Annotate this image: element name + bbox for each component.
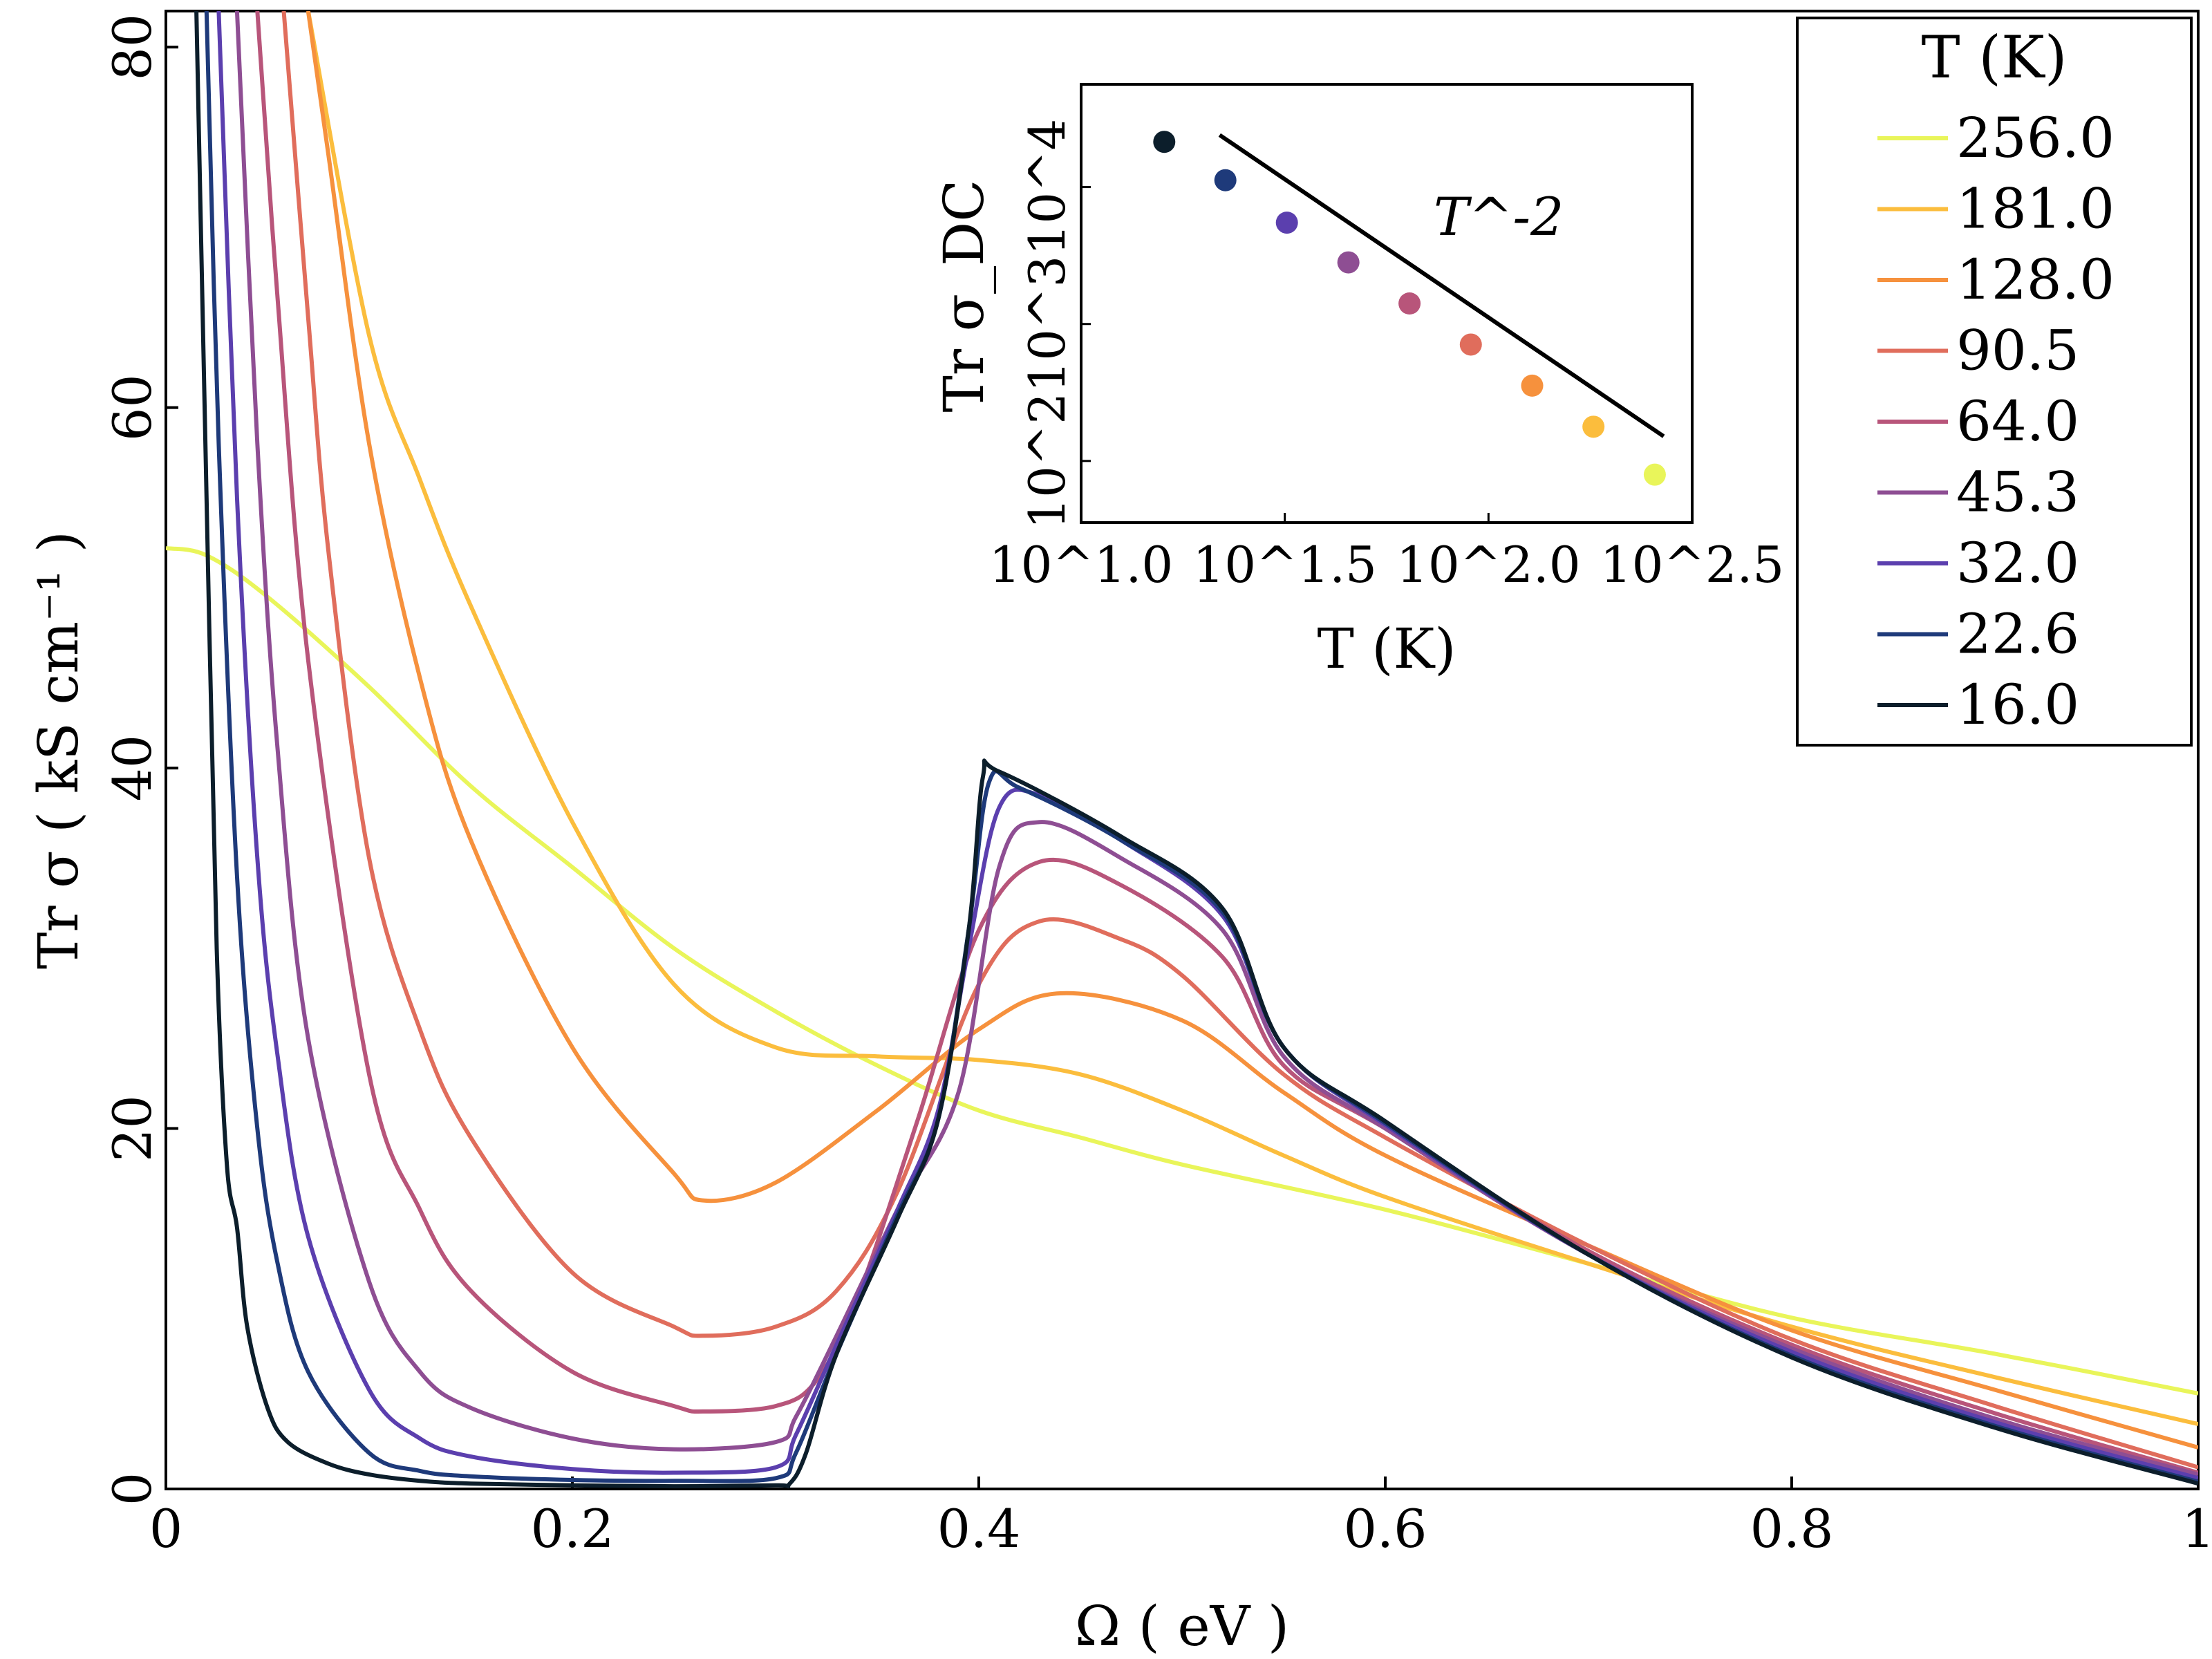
series-line-16.0 — [194, 11, 2198, 1489]
inset-y-ticks: 10^210^310^4 — [1018, 119, 1091, 529]
legend-label: 64.0 — [1956, 389, 2079, 453]
main-x-tick-label: 0.8 — [1750, 1498, 1834, 1559]
inset-point-22.6 — [1214, 169, 1237, 191]
main-plot-frame — [165, 10, 2200, 1490]
legend-label: 256.0 — [1956, 106, 2115, 170]
inset-point-64 — [1398, 292, 1421, 315]
main-y-tick-label: 20 — [102, 1095, 163, 1162]
legend-label: 32.0 — [1956, 531, 2079, 595]
inset-point-128 — [1521, 374, 1544, 397]
legend-label: 45.3 — [1956, 460, 2079, 525]
inset-marks — [1153, 131, 1666, 486]
legend-label: 181.0 — [1956, 177, 2115, 241]
inset-x-ticks: 10^1.0 10^1.5 10^2.0 10^2.5 — [989, 513, 1784, 594]
inset-reference-line — [1218, 133, 1665, 438]
inset-point-16 — [1153, 131, 1176, 153]
legend-label: 22.6 — [1956, 602, 2079, 666]
inset-y-tick-label: 10^4 — [1018, 119, 1076, 256]
series-line-90.5 — [281, 11, 2198, 1470]
legend-label: 128.0 — [1956, 247, 2115, 312]
legend-label: 90.5 — [1956, 319, 2079, 383]
inset-point-256 — [1643, 463, 1666, 486]
main-y-tick-label: 80 — [102, 14, 163, 81]
series-line-128.0 — [306, 11, 2198, 1450]
main-series-group — [166, 11, 2198, 1489]
inset-point-45.3 — [1337, 251, 1360, 274]
inset-x-tick-label: 10^2.5 — [1600, 536, 1784, 594]
inset-point-90.5 — [1459, 333, 1482, 356]
main-x-tick-label: 1 — [2182, 1498, 2212, 1559]
inset-x-tick-label: 10^2.0 — [1396, 536, 1580, 594]
inset-x-tick-label: 10^1.5 — [1192, 536, 1376, 594]
inset-point-32 — [1275, 212, 1298, 234]
main-y-ticks: 0 20 40 60 80 — [102, 14, 178, 1506]
inset-reference-label: T^-2 — [1434, 186, 1564, 247]
main-x-tick-label: 0.4 — [937, 1498, 1021, 1559]
main-x-tick-label: 0.6 — [1344, 1498, 1427, 1559]
series-line-256.0 — [166, 546, 2198, 1396]
main-x-ticks: 0 0.2 0.4 0.6 0.8 1 — [149, 1477, 2212, 1559]
main-x-tick-label: 0.2 — [531, 1498, 615, 1559]
inset-y-tick-label: 10^3 — [1018, 256, 1076, 393]
main-x-axis-label: Ω ( eV ) — [1075, 1594, 1289, 1658]
inset-point-181 — [1582, 415, 1605, 438]
inset-plot-frame — [1080, 83, 1694, 524]
main-y-tick-label: 0 — [102, 1472, 163, 1506]
inset-y-tick-label: 10^2 — [1018, 393, 1076, 529]
inset-x-axis-label: T (K) — [1318, 617, 1456, 681]
main-y-tick-label: 60 — [102, 374, 163, 441]
legend-label: 16.0 — [1956, 673, 2079, 737]
legend-box — [1796, 17, 2193, 747]
inset-x-tick-label: 10^1.0 — [989, 536, 1173, 594]
main-y-tick-label: 40 — [102, 735, 163, 802]
inset-y-axis-label: Tr σ_DC — [932, 180, 996, 413]
main-x-tick-label: 0 — [149, 1498, 182, 1559]
series-line-181.0 — [306, 11, 2198, 1427]
main-y-axis-label: Tr σ ( kS cm⁻¹ ) — [26, 531, 91, 969]
legend-title: T (K) — [1921, 24, 2067, 91]
